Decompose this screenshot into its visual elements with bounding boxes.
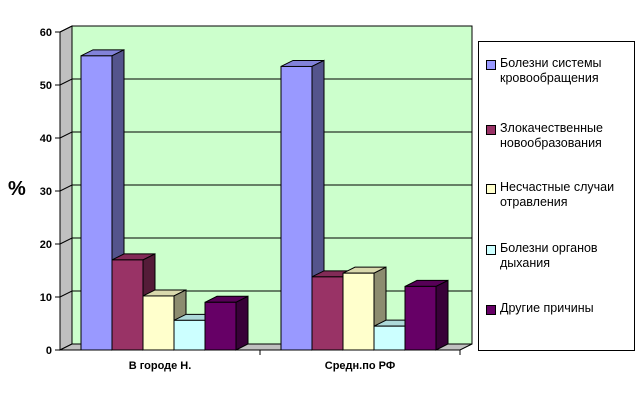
bar-front — [80, 55, 113, 351]
bar-front — [204, 301, 237, 351]
bar-side — [435, 279, 449, 351]
legend-item: Болезни органов дыхания — [486, 241, 636, 271]
bar-front — [373, 325, 406, 351]
gridline — [59, 184, 472, 192]
y-tick-label: 20 — [40, 239, 52, 251]
bar-front — [342, 272, 375, 351]
bar-front — [173, 319, 206, 351]
legend-item: Болезни системы кровообращения — [486, 56, 636, 86]
x-tick-label: В городе Н. — [129, 360, 192, 372]
legend-label: Другие причины — [500, 301, 594, 315]
gridline — [59, 131, 472, 139]
y-tick-label: 0 — [46, 345, 52, 357]
y-axis-label: % — [8, 178, 26, 200]
y-tick-label: 10 — [40, 292, 52, 304]
legend-label: Болезни органов дыхания — [500, 241, 598, 270]
bar-front — [142, 295, 175, 351]
bar-front — [280, 65, 313, 351]
legend: Болезни системы кровообращения Злокачест… — [478, 41, 635, 351]
bar — [342, 266, 387, 351]
gridline — [59, 25, 472, 33]
legend-label: Болезни системы кровообращения — [500, 56, 602, 85]
legend-swatch — [486, 245, 496, 255]
legend-item: Злокачественные новообразования — [486, 121, 636, 151]
y-tick-label: 60 — [40, 27, 52, 39]
bar-front — [404, 285, 437, 351]
legend-label: Несчастные случаи отравления — [500, 180, 615, 209]
bar-front — [311, 276, 344, 351]
gridline — [59, 237, 472, 245]
legend-item: Несчастные случаи отравления — [486, 180, 636, 210]
legend-label: Злокачественные новообразования — [500, 121, 603, 150]
bar-side — [235, 295, 249, 351]
tick-labels: 0 10 20 30 40 50 60 В городе Н. Средн.по РФ — [40, 27, 395, 372]
legend-swatch — [486, 125, 496, 135]
x-tick-label: Средн.по РФ — [325, 360, 395, 372]
y-tick-label: 50 — [40, 80, 52, 92]
bar — [204, 295, 249, 351]
gridline — [59, 78, 472, 86]
bar-front — [111, 259, 144, 351]
y-tick-label: 30 — [40, 186, 52, 198]
legend-swatch — [486, 184, 496, 194]
legend-swatch — [486, 305, 496, 315]
bar — [404, 279, 449, 351]
legend-item: Другие причины — [486, 301, 636, 316]
bars — [80, 49, 449, 351]
legend-swatch — [486, 60, 496, 70]
y-tick-label: 40 — [40, 133, 52, 145]
gridlines — [59, 25, 472, 298]
